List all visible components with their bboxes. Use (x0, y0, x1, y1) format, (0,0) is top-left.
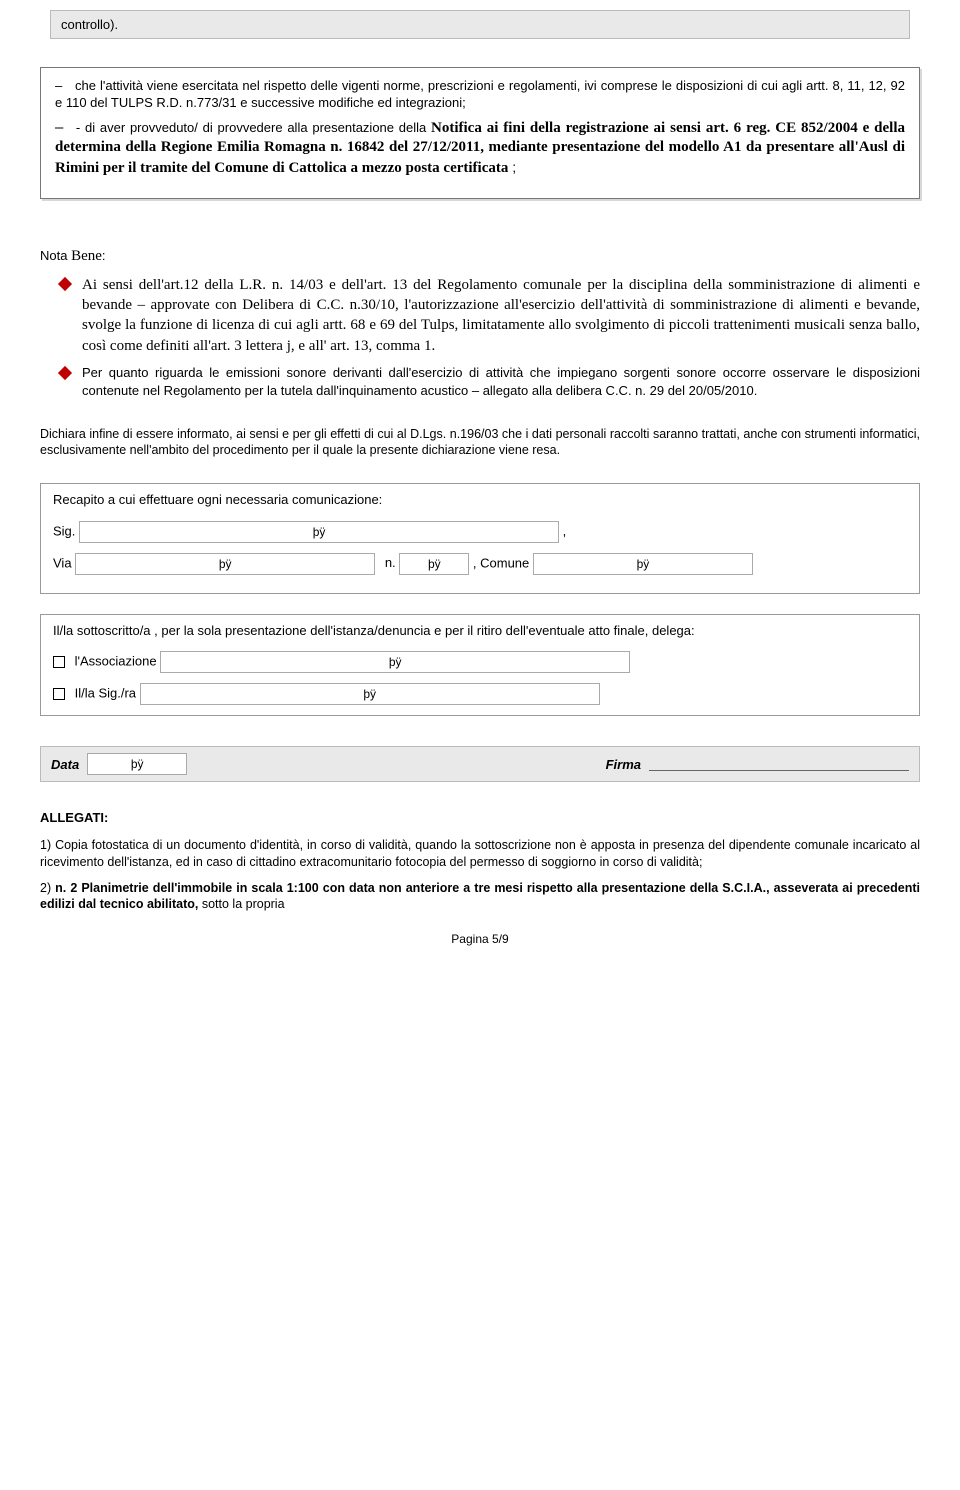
sigra-label: Il/la Sig./ra (75, 686, 136, 701)
page-number: Pagina 5/9 (40, 932, 920, 948)
sig-label: Sig. (53, 523, 75, 538)
text-attivita: che l'attività viene esercitata nel risp… (55, 78, 905, 110)
box-controllo-text: controllo). (61, 17, 118, 32)
dash-1: – (55, 78, 71, 95)
box-delega: Il/la sottoscritto/a , per la sola prese… (40, 614, 920, 717)
nota-label-2: Bene (71, 248, 102, 264)
firma-label: Firma (606, 757, 641, 772)
row-sig: Sig. þÿ , (53, 521, 907, 543)
dash-2: – (55, 118, 71, 138)
paragraph-notifica: – - di aver provveduto/ di provvedere al… (55, 118, 905, 179)
recapito-heading: Recapito a cui effettuare ogni necessari… (53, 492, 907, 509)
sig-comma: , (563, 523, 567, 538)
assoc-label: l'Associazione (75, 654, 157, 669)
comune-field[interactable]: þÿ (533, 553, 753, 575)
nota-bene-heading: Nota Bene: (40, 247, 920, 267)
text-provveduto: - di aver provveduto/ di provvedere alla… (76, 120, 431, 135)
delega-text: Il/la sottoscritto/a , per la sola prese… (53, 623, 907, 640)
nota-bullet-1: Ai sensi dell'art.12 della L.R. n. 14/03… (60, 275, 920, 356)
allegati-2-bold: n. 2 Planimetrie dell'immobile in scala … (40, 881, 920, 911)
assoc-field[interactable]: þÿ (160, 651, 630, 673)
box-recapito: Recapito a cui effettuare ogni necessari… (40, 483, 920, 594)
nota-bullet-2: Per quanto riguarda le emissioni sonore … (60, 364, 920, 400)
data-label: Data (51, 757, 79, 772)
checkbox-associazione[interactable] (53, 656, 65, 668)
paragraph-attivita: – che l'attività viene esercitata nel ri… (55, 78, 905, 112)
dichiara-text: Dichiara infine di essere informato, ai … (40, 426, 920, 459)
box-controllo: controllo). (50, 10, 910, 39)
nota-label-1: Nota (40, 248, 67, 263)
row-associazione: l'Associazione þÿ (53, 651, 907, 673)
sig-field[interactable]: þÿ (79, 521, 559, 543)
comune-label: , Comune (473, 555, 529, 570)
sigra-field[interactable]: þÿ (140, 683, 600, 705)
via-field[interactable]: þÿ (75, 553, 375, 575)
nota-colon: : (102, 248, 106, 263)
allegati-2-tail: sotto la propria (198, 897, 284, 911)
data-field[interactable]: þÿ (87, 753, 187, 775)
firma-line[interactable] (649, 757, 909, 771)
via-label: Via (53, 555, 72, 570)
box-attivita: – che l'attività viene esercitata nel ri… (40, 67, 920, 199)
n-label: n. (385, 555, 396, 570)
n-field[interactable]: þÿ (399, 553, 469, 575)
row-via: Via þÿ n. þÿ , Comune þÿ (53, 553, 907, 575)
row-sigra: Il/la Sig./ra þÿ (53, 683, 907, 705)
box-data-firma: Data þÿ Firma (40, 746, 920, 782)
nota-bene-list: Ai sensi dell'art.12 della L.R. n. 14/03… (40, 275, 920, 400)
allegati-item-1: 1) Copia fotostatica di un documento d'i… (40, 837, 920, 870)
text-semicolon: ; (508, 159, 516, 175)
allegati-item-2: 2) n. 2 Planimetrie dell'immobile in sca… (40, 880, 920, 913)
checkbox-sigra[interactable] (53, 688, 65, 700)
allegati-2-prefix: 2) (40, 881, 55, 895)
allegati-heading: ALLEGATI: (40, 810, 920, 827)
